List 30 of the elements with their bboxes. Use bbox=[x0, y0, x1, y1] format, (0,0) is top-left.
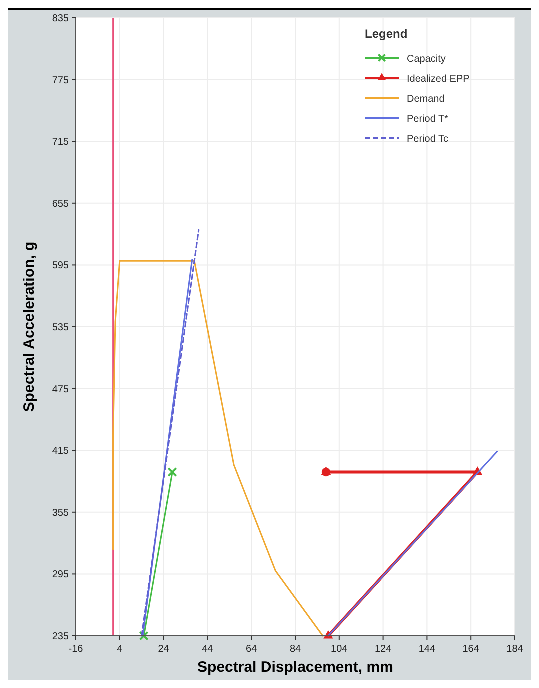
x-tick-label: -16 bbox=[68, 644, 84, 655]
y-tick-label: 535 bbox=[52, 322, 70, 334]
y-tick-label: 715 bbox=[52, 137, 70, 148]
x-tick-label: 184 bbox=[506, 644, 524, 655]
x-axis-title: Spectral Displacement, mm bbox=[198, 659, 394, 676]
y-tick-label: 775 bbox=[52, 75, 70, 86]
y-tick-label: 655 bbox=[52, 198, 70, 210]
legend-label: Period T* bbox=[407, 114, 449, 125]
y-axis-title: Spectral Acceleration, g bbox=[21, 242, 38, 412]
y-tick-label: 355 bbox=[52, 508, 70, 519]
y-tick-label: 295 bbox=[52, 570, 70, 581]
x-tick-label: 164 bbox=[462, 644, 480, 655]
x-tick-label: 4 bbox=[117, 644, 124, 655]
y-tick-label: 415 bbox=[52, 446, 70, 458]
x-tick-label: 84 bbox=[290, 644, 302, 655]
legend-label: Demand bbox=[407, 94, 445, 105]
legend-label: Idealized EPP bbox=[407, 74, 470, 85]
y-tick-label: 595 bbox=[52, 260, 70, 272]
x-tick-label: 64 bbox=[246, 644, 258, 655]
legend-title: Legend bbox=[365, 27, 408, 41]
y-tick-label: 475 bbox=[52, 384, 70, 396]
y-tick-label: 835 bbox=[52, 14, 70, 24]
y-tick-label: 235 bbox=[52, 632, 70, 642]
x-tick-label: 44 bbox=[202, 644, 214, 655]
x-tick-label: 144 bbox=[418, 644, 436, 655]
x-tick-label: 104 bbox=[331, 644, 348, 655]
x-tick-label: 24 bbox=[158, 644, 170, 655]
legend-label: Capacity bbox=[407, 54, 446, 65]
legend-label: Period Tc bbox=[407, 134, 449, 145]
x-tick-label: 124 bbox=[374, 644, 392, 655]
